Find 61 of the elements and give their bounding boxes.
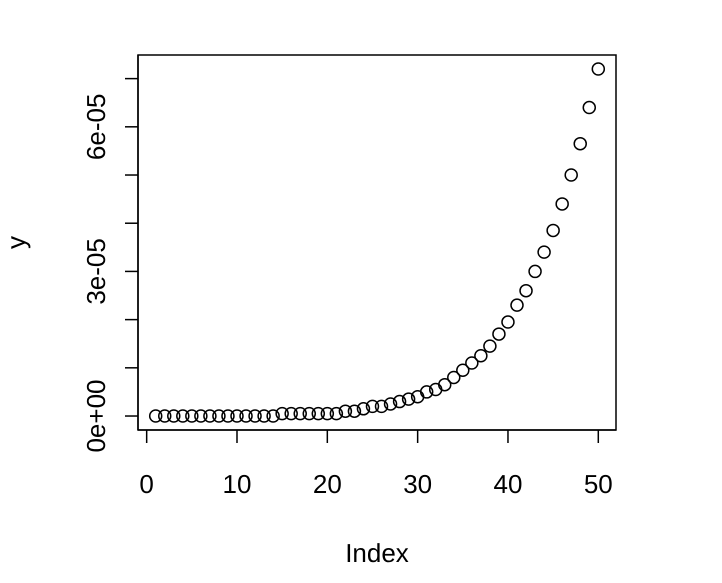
x-tick-label: 50 — [584, 469, 613, 499]
point — [420, 385, 434, 399]
x-tick-label: 0 — [139, 469, 154, 499]
point — [356, 402, 370, 416]
x-tick-label: 40 — [494, 469, 522, 499]
point — [212, 409, 226, 423]
x-tick-label: 20 — [312, 469, 342, 499]
y-axis-title: y — [1, 236, 31, 249]
point — [221, 409, 235, 423]
point — [348, 404, 362, 418]
point — [257, 409, 271, 423]
x-axis-title: Index — [345, 538, 409, 568]
point — [176, 409, 190, 423]
point — [465, 356, 479, 370]
y-tick-label: 6e-05 — [81, 94, 111, 160]
point — [338, 404, 352, 418]
point — [555, 197, 569, 211]
point — [275, 406, 289, 420]
point — [592, 62, 606, 76]
point — [492, 327, 506, 341]
point — [158, 409, 172, 423]
x-tick-label: 10 — [222, 469, 252, 499]
point — [248, 409, 262, 423]
point — [284, 406, 298, 420]
point — [537, 245, 551, 259]
x-tick-label: 30 — [403, 469, 432, 499]
point — [573, 136, 587, 150]
point — [519, 284, 533, 298]
point — [185, 409, 199, 423]
point — [167, 409, 181, 423]
point — [203, 409, 217, 423]
y-tick-label: 0e+00 — [81, 380, 111, 453]
point — [428, 382, 442, 396]
point — [447, 370, 461, 384]
point — [148, 409, 162, 423]
point — [510, 298, 524, 312]
point — [302, 406, 316, 420]
point — [410, 390, 424, 404]
point — [384, 397, 398, 411]
point — [266, 409, 280, 423]
point — [528, 264, 542, 278]
point — [230, 409, 244, 423]
point — [474, 349, 488, 363]
point — [320, 406, 334, 420]
point — [312, 406, 326, 420]
point — [293, 406, 307, 420]
point — [501, 315, 515, 329]
point — [402, 392, 416, 406]
point — [483, 339, 497, 353]
y-tick-label: 3e-05 — [81, 238, 111, 305]
point — [546, 224, 560, 238]
point — [239, 409, 253, 423]
point — [330, 406, 344, 420]
point — [456, 363, 470, 377]
point — [582, 100, 596, 114]
point — [194, 409, 208, 423]
point — [366, 400, 380, 414]
point — [374, 400, 388, 414]
point — [564, 168, 578, 182]
point — [392, 394, 406, 408]
point — [438, 378, 452, 392]
